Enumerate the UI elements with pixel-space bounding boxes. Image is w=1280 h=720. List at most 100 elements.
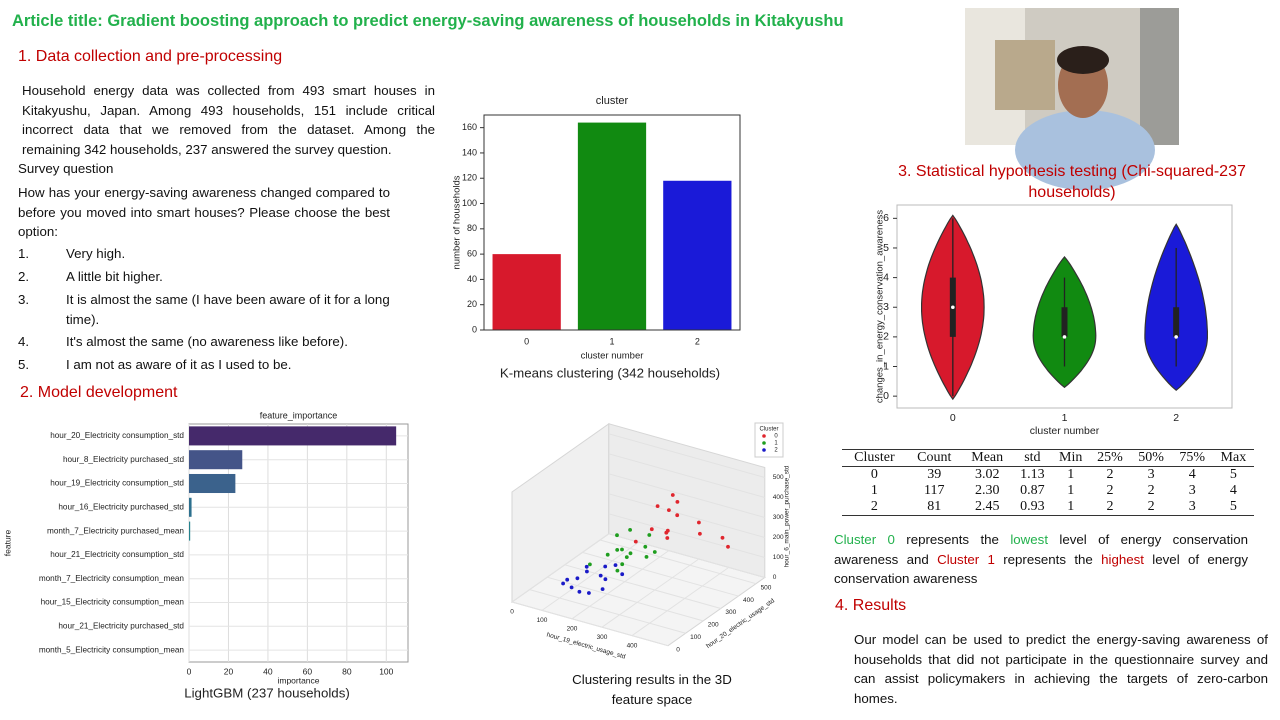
table-cell: 1 — [1067, 483, 1075, 498]
scatter-point — [598, 573, 603, 578]
grid-line — [511, 533, 610, 603]
scatter-point — [726, 544, 730, 549]
option-text: It is almost the same (I have been aware… — [66, 292, 390, 327]
y-tick-label: hour_21_Electricity purchased_std — [58, 621, 184, 630]
median — [951, 305, 955, 310]
x-tick-label: 1 — [609, 336, 614, 346]
bar — [189, 473, 236, 494]
section-heading: 2. Model development — [20, 384, 178, 401]
median — [1174, 335, 1178, 339]
table-cell: 39 — [927, 467, 942, 482]
option-list: 1. Very high. 2. A little bit higher. 3. It i… — [18, 244, 408, 378]
hair — [1057, 46, 1109, 74]
y-tick-label: month_7_Electricity consumption_mean — [39, 574, 185, 583]
scatter-point — [565, 577, 570, 582]
scatter-point — [652, 550, 657, 554]
survey-question: How has your energy-saving awareness cha… — [18, 185, 390, 239]
x-tick-label: 0 — [524, 336, 529, 346]
legend-marker — [762, 434, 766, 438]
scatter-point — [647, 533, 652, 537]
y-tick-label: 300 — [725, 609, 736, 616]
statement-segment: level of energy conservation awareness — [834, 551, 1248, 587]
shirt — [1015, 110, 1155, 190]
scatter-point — [613, 563, 618, 567]
results-paragraph: Our model can be used to predict the ene… — [854, 632, 1268, 706]
y-axis-label: number of households — [452, 175, 463, 269]
grid-line — [608, 433, 765, 478]
option-item: 2. A little bit higher. — [18, 267, 408, 290]
chart-title: cluster — [596, 95, 629, 107]
section-heading: 4. Results — [835, 597, 907, 614]
table-cell: 3.02 — [974, 467, 1000, 482]
chart-caption: Clustering results in the 3D feature spa… — [572, 672, 732, 707]
y-tick-label: 60 — [467, 248, 477, 258]
option-number: 1. — [18, 246, 30, 261]
x-tick-label: 200 — [567, 626, 578, 633]
legend-title: Cluster — [759, 427, 778, 433]
table-row: 1 117 2.30 0.87 1 2 2 3 4 — [842, 483, 1254, 499]
table-cell: 2 — [1106, 499, 1114, 514]
table-cell: 5 — [1229, 499, 1237, 514]
x-axis-label: hour_19_electric_usage_std — [546, 631, 627, 660]
option-item: 3. It is almost the same (I have been awa… — [18, 290, 408, 332]
stats-table: Cluster Count Mean std Min 25% 50% 75% Max 0 39 3.0… — [842, 450, 1254, 515]
scatter-point — [644, 555, 649, 559]
x-tick-label: 0 — [950, 412, 956, 424]
statement-segment: represents the — [894, 532, 1011, 547]
y-tick-label: 400 — [743, 597, 754, 604]
table-cell: 2 — [1106, 467, 1114, 482]
scatter-point — [675, 513, 680, 518]
grid-line — [541, 541, 640, 611]
y-tick-label: 6 — [883, 212, 889, 224]
y-tick-label: hour_19_Electricity consumption_std — [50, 479, 184, 488]
column-header: Cluster — [854, 450, 895, 465]
x-tick-label: 60 — [303, 666, 313, 676]
table-cell: 2 — [1147, 499, 1155, 514]
scatter-point — [697, 520, 701, 525]
scatter-point — [665, 536, 670, 540]
table-cell: 5 — [1229, 467, 1237, 482]
scatter-point — [698, 531, 702, 536]
table-cell: 0 — [870, 467, 878, 482]
x-tick-label: 300 — [597, 634, 608, 641]
x-tick-label: 2 — [1173, 412, 1179, 424]
column-header: 25% — [1097, 450, 1123, 465]
table-cell: 1 — [1067, 499, 1075, 514]
table-cell: 2 — [1106, 483, 1114, 498]
grid-line — [608, 493, 765, 538]
scatter-point — [603, 577, 608, 582]
table-cell: 4 — [1188, 467, 1196, 482]
scatter-point — [600, 587, 605, 591]
table-cell: 0.87 — [1020, 483, 1045, 498]
option-number: 2. — [18, 269, 30, 284]
scatter-point — [561, 581, 565, 586]
y-tick-label: 140 — [462, 147, 477, 157]
option-text: I am not as aware of it as I used to be. — [66, 357, 292, 372]
bar — [492, 254, 561, 330]
table-cell: 117 — [923, 483, 945, 498]
legend-label: 0 — [774, 434, 778, 440]
bar — [189, 521, 191, 541]
paragraph: Household energy data was collected from… — [22, 83, 435, 157]
scatter-point — [633, 539, 638, 544]
plot-frame — [896, 204, 1233, 409]
grid-line — [511, 601, 669, 647]
plot-frame — [483, 114, 741, 331]
y-tick-label: month_7_Electricity purchased_mean — [47, 526, 184, 535]
scatter-point — [615, 533, 619, 538]
z-tick-label: 400 — [773, 494, 784, 501]
z-tick-label: 500 — [773, 474, 784, 481]
cluster-statement: Cluster 0 represents the lowest level of… — [834, 530, 1248, 589]
column-header: Max — [1220, 450, 1247, 465]
x-axis-label: cluster number — [1030, 425, 1100, 437]
scatter-point — [620, 547, 624, 552]
column-header: Min — [1059, 450, 1083, 465]
table-cell: 1 — [870, 483, 878, 498]
statement-segment: Cluster 0 — [834, 532, 895, 547]
scatter-point — [588, 562, 592, 567]
chart-caption: K-means clustering (342 households) — [500, 366, 720, 381]
x-tick-label: 0 — [510, 609, 514, 616]
legend-marker — [762, 448, 766, 452]
